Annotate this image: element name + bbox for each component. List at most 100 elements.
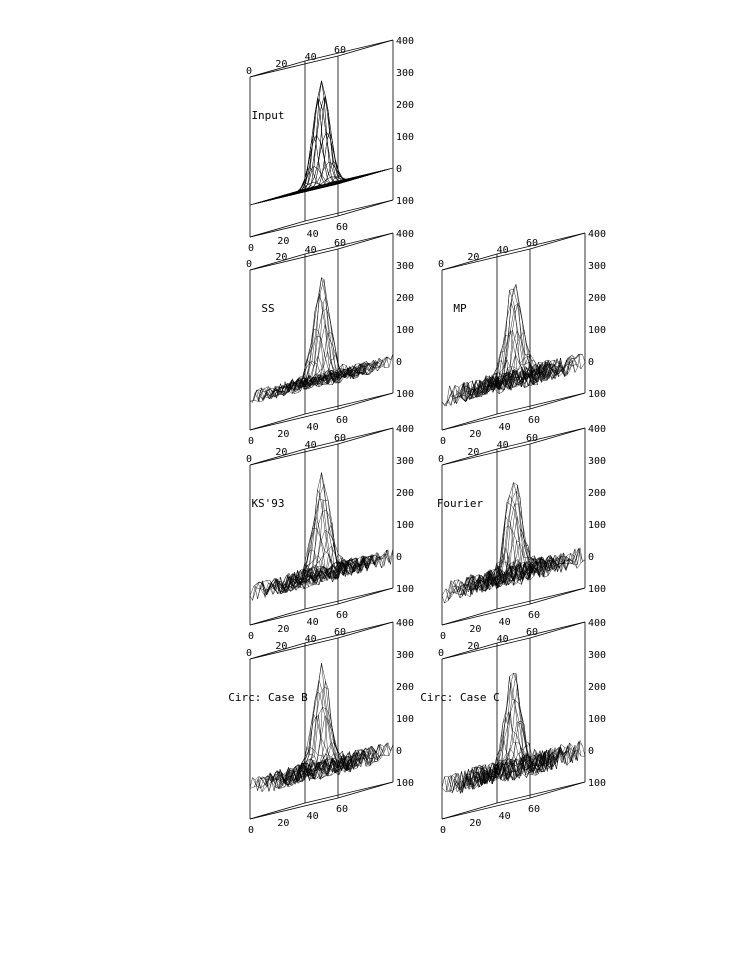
- y-tick-label: 40: [497, 634, 509, 645]
- axis-box-edge: [441, 413, 498, 431]
- z-tick-label: 100: [588, 325, 606, 336]
- z-tick-label: 100: [396, 196, 414, 207]
- y-tick-label: 60: [334, 45, 346, 56]
- z-tick-label: 100: [396, 132, 414, 143]
- z-tick-label: 400: [396, 36, 414, 47]
- z-tick-label: 100: [396, 325, 414, 336]
- z-tick-label: 100: [588, 520, 606, 531]
- axis-box-edge: [304, 621, 394, 644]
- y-tick-label: 0: [438, 454, 444, 465]
- x-tick-label: 60: [336, 222, 348, 233]
- z-tick-label: 200: [588, 488, 606, 499]
- surface-mesh: [441, 482, 586, 604]
- axis-box-edge: [529, 427, 586, 445]
- y-tick-label: 0: [246, 454, 252, 465]
- axis-box-edge: [337, 621, 394, 639]
- x-tick-label: 40: [499, 617, 511, 628]
- panel-title: Fourier: [437, 497, 484, 510]
- z-tick-label: 100: [588, 714, 606, 725]
- axis-box-edge: [441, 248, 531, 271]
- axis-box-edge: [441, 603, 531, 626]
- axis-box-edge: [304, 232, 394, 255]
- x-tick-label: 0: [440, 825, 446, 836]
- axis-box-edge: [529, 587, 586, 605]
- z-tick-label: 300: [588, 261, 606, 272]
- x-tick-label: 0: [248, 825, 254, 836]
- y-tick-label: 60: [526, 433, 538, 444]
- axis-box-edge: [441, 443, 531, 466]
- y-tick-label: 60: [334, 433, 346, 444]
- x-tick-label: 0: [440, 631, 446, 642]
- axis-box-edge: [304, 199, 394, 222]
- z-tick-label: 0: [588, 746, 594, 757]
- axis-box-edge: [441, 637, 531, 660]
- surface-plot-panel: Circ: Case B0204060020406040030020010001…: [228, 618, 414, 836]
- axis-box-edge: [337, 199, 394, 217]
- x-tick-label: 60: [528, 804, 540, 815]
- axis-box-edge: [337, 39, 394, 57]
- y-tick-label: 20: [275, 447, 287, 458]
- z-tick-label: 100: [588, 778, 606, 789]
- y-tick-label: 40: [497, 440, 509, 451]
- axis-box-edge: [441, 253, 498, 271]
- axis-box-edge: [249, 797, 339, 820]
- x-tick-label: 20: [277, 624, 289, 635]
- z-tick-label: 200: [396, 488, 414, 499]
- z-tick-label: 0: [396, 746, 402, 757]
- z-tick-label: 200: [396, 293, 414, 304]
- z-tick-label: 200: [588, 293, 606, 304]
- axis-box-edge: [249, 248, 339, 271]
- panel-title: Circ: Case B: [228, 691, 308, 704]
- axis-box-edge: [249, 637, 339, 660]
- z-tick-label: 300: [588, 456, 606, 467]
- axis-box-edge: [337, 232, 394, 250]
- surface-plot-panel: MP 0 20 40 60 0 20 40 60 400 300 200 100 0 100: [438, 229, 606, 447]
- y-tick-label: 20: [467, 447, 479, 458]
- x-tick-label: 40: [307, 229, 319, 240]
- z-tick-label: 400: [396, 618, 414, 629]
- axis-box-edge: [337, 781, 394, 799]
- axis-box-edge: [249, 55, 339, 78]
- y-tick-label: 60: [334, 627, 346, 638]
- z-tick-label: 300: [396, 261, 414, 272]
- axis-box-edge: [249, 642, 306, 660]
- z-tick-label: 400: [588, 424, 606, 435]
- z-tick-label: 200: [396, 100, 414, 111]
- axis-box-edge: [529, 232, 586, 250]
- z-tick-label: 400: [588, 618, 606, 629]
- x-tick-label: 20: [469, 624, 481, 635]
- z-tick-label: 300: [396, 456, 414, 467]
- x-tick-label: 0: [248, 436, 254, 447]
- axis-box-edge: [249, 608, 306, 626]
- y-tick-label: 0: [438, 259, 444, 270]
- z-tick-label: 0: [588, 357, 594, 368]
- axis-box-edge: [496, 621, 586, 644]
- axis-box-edge: [337, 587, 394, 605]
- surface-mesh: [441, 283, 586, 407]
- x-tick-label: 60: [336, 610, 348, 621]
- y-tick-label: 20: [275, 59, 287, 70]
- surface-peak-mesh: [249, 80, 394, 206]
- x-tick-label: 20: [469, 429, 481, 440]
- axis-box-edge: [496, 781, 586, 804]
- panel-title: Input: [251, 109, 284, 122]
- z-tick-label: 0: [396, 357, 402, 368]
- z-tick-label: 200: [588, 682, 606, 693]
- surface-plot-panel: Input 0 20 40 60 0 20 40 60 400 300 200 100 0 100: [246, 36, 414, 254]
- y-tick-label: 0: [246, 259, 252, 270]
- x-tick-label: 0: [440, 436, 446, 447]
- y-tick-label: 20: [467, 641, 479, 652]
- axis-box-edge: [304, 427, 394, 450]
- x-tick-label: 40: [307, 811, 319, 822]
- axis-box-edge: [441, 608, 498, 626]
- x-tick-label: 60: [336, 804, 348, 815]
- axis-box-edge: [249, 408, 339, 431]
- x-tick-label: 40: [307, 422, 319, 433]
- z-tick-label: 200: [396, 682, 414, 693]
- z-tick-label: 100: [396, 584, 414, 595]
- axis-box-edge: [496, 427, 586, 450]
- x-tick-label: 40: [499, 811, 511, 822]
- z-tick-label: 100: [588, 584, 606, 595]
- axis-box-edge: [249, 802, 306, 820]
